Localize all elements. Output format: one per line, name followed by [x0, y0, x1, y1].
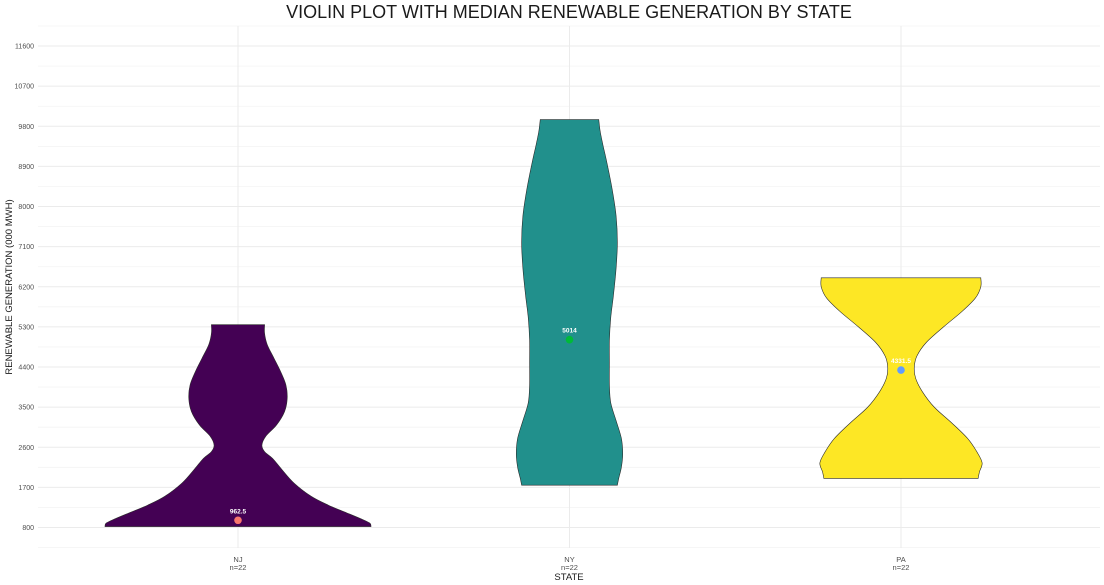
- median-label-ny: 5014: [562, 328, 577, 335]
- median-markers: 962.5 5014 4331.5: [230, 328, 911, 525]
- violin-ny: [515, 119, 624, 486]
- y-tick-label: 1700: [18, 485, 34, 492]
- median-point-ny: [565, 335, 574, 344]
- y-tick-label: 8900: [18, 164, 34, 171]
- y-tick-label: 2600: [18, 445, 34, 452]
- y-tick-label: 6200: [18, 284, 34, 291]
- violins: [104, 119, 983, 527]
- y-tick-label: 11600: [15, 44, 34, 51]
- y-tick-label: 3500: [18, 405, 34, 412]
- median-label-nj: 962.5: [230, 508, 247, 515]
- y-tick-label: 5300: [18, 324, 34, 331]
- y-tick-label: 7100: [18, 244, 34, 251]
- y-tick-label: 800: [22, 525, 34, 532]
- x-axis-label: STATE: [554, 572, 583, 583]
- y-tick-labels: 800 1700 2600 3500 4400 5300 6200 7100 8000 8900 9…: [15, 44, 35, 532]
- y-tick-label: 10700: [15, 84, 35, 91]
- violin-nj: [104, 324, 372, 527]
- median-label-pa: 4331.5: [891, 358, 911, 365]
- x-tick-count: n=22: [893, 563, 910, 572]
- x-tick-count: n=22: [230, 563, 247, 572]
- x-tick-label: NY: [564, 555, 574, 564]
- median-point-nj: [234, 516, 242, 525]
- chart-title: VIOLIN PLOT WITH MEDIAN RENEWABLE GENERA…: [286, 2, 852, 22]
- y-axis-label: RENEWABLE GENERATION (000 MWH): [4, 199, 15, 374]
- y-tick-label: 4400: [18, 365, 34, 372]
- x-tick-label: NJ: [233, 555, 242, 564]
- y-tick-label: 8000: [18, 204, 34, 211]
- y-tick-label: 9800: [18, 124, 34, 131]
- x-tick-label: PA: [896, 555, 905, 564]
- median-point-pa: [897, 366, 905, 374]
- x-tick-count: n=22: [561, 563, 578, 572]
- violin-pa: [819, 277, 983, 479]
